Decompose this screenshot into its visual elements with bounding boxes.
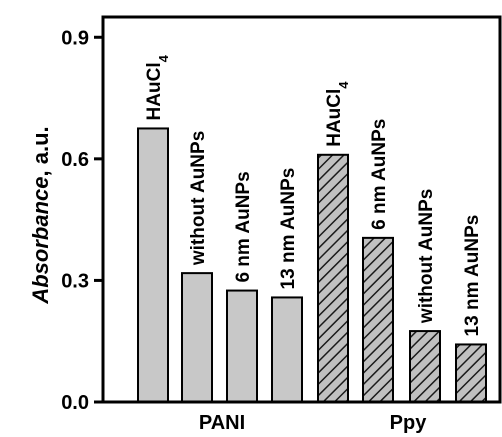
bar-label-6: without AuNPs (416, 189, 437, 324)
bar-ppy-6 (409, 330, 441, 403)
bars-layer (137, 127, 487, 404)
bar-label-5: 6 nm AuNPs (369, 119, 390, 230)
bar-label-7: 13 nm AuNPs (462, 215, 483, 337)
bar-label-subscript: 4 (156, 54, 171, 62)
bar-label-0: HAuCl4 (144, 54, 171, 120)
bar-label-main: HAuCl (324, 89, 345, 147)
group-label-pani: PANI (199, 412, 245, 434)
y-axis-label-italic: Absorbance (28, 176, 53, 304)
bar-pani-3 (271, 296, 303, 403)
y-axis-label: Absorbance, a.u. (28, 126, 53, 304)
bar-label-2: 6 nm AuNPs (233, 171, 254, 282)
bar-ppy-5 (362, 236, 394, 403)
axes-layer (101, 15, 502, 404)
group-labels-layer: PANI Ppy (199, 412, 427, 434)
plot-frame (101, 15, 502, 404)
bar-ppy-7 (455, 343, 487, 404)
y-tick-label: 0.3 (61, 270, 89, 292)
bar-label-3: 13 nm AuNPs (278, 168, 299, 290)
bar-label-subscript: 4 (336, 81, 351, 89)
bar-pani-1 (181, 272, 213, 403)
y-tick-label: 0.6 (61, 149, 89, 171)
bar-pani-0 (137, 127, 169, 404)
y-tick-label: 0.9 (61, 27, 89, 49)
y-ticks-layer: 0.0 0.3 0.6 0.9 (61, 27, 103, 414)
y-axis-label-unit: , a.u. (28, 126, 53, 176)
bar-ppy-4 (317, 153, 349, 403)
bar-pani-2 (226, 289, 258, 404)
bar-label-4: HAuCl4 (324, 81, 351, 147)
bar-label-main: HAuCl (144, 62, 165, 120)
group-label-ppy: Ppy (390, 412, 428, 434)
bar-label-1: without AuNPs (188, 131, 209, 266)
y-tick-label: 0.0 (61, 392, 89, 414)
